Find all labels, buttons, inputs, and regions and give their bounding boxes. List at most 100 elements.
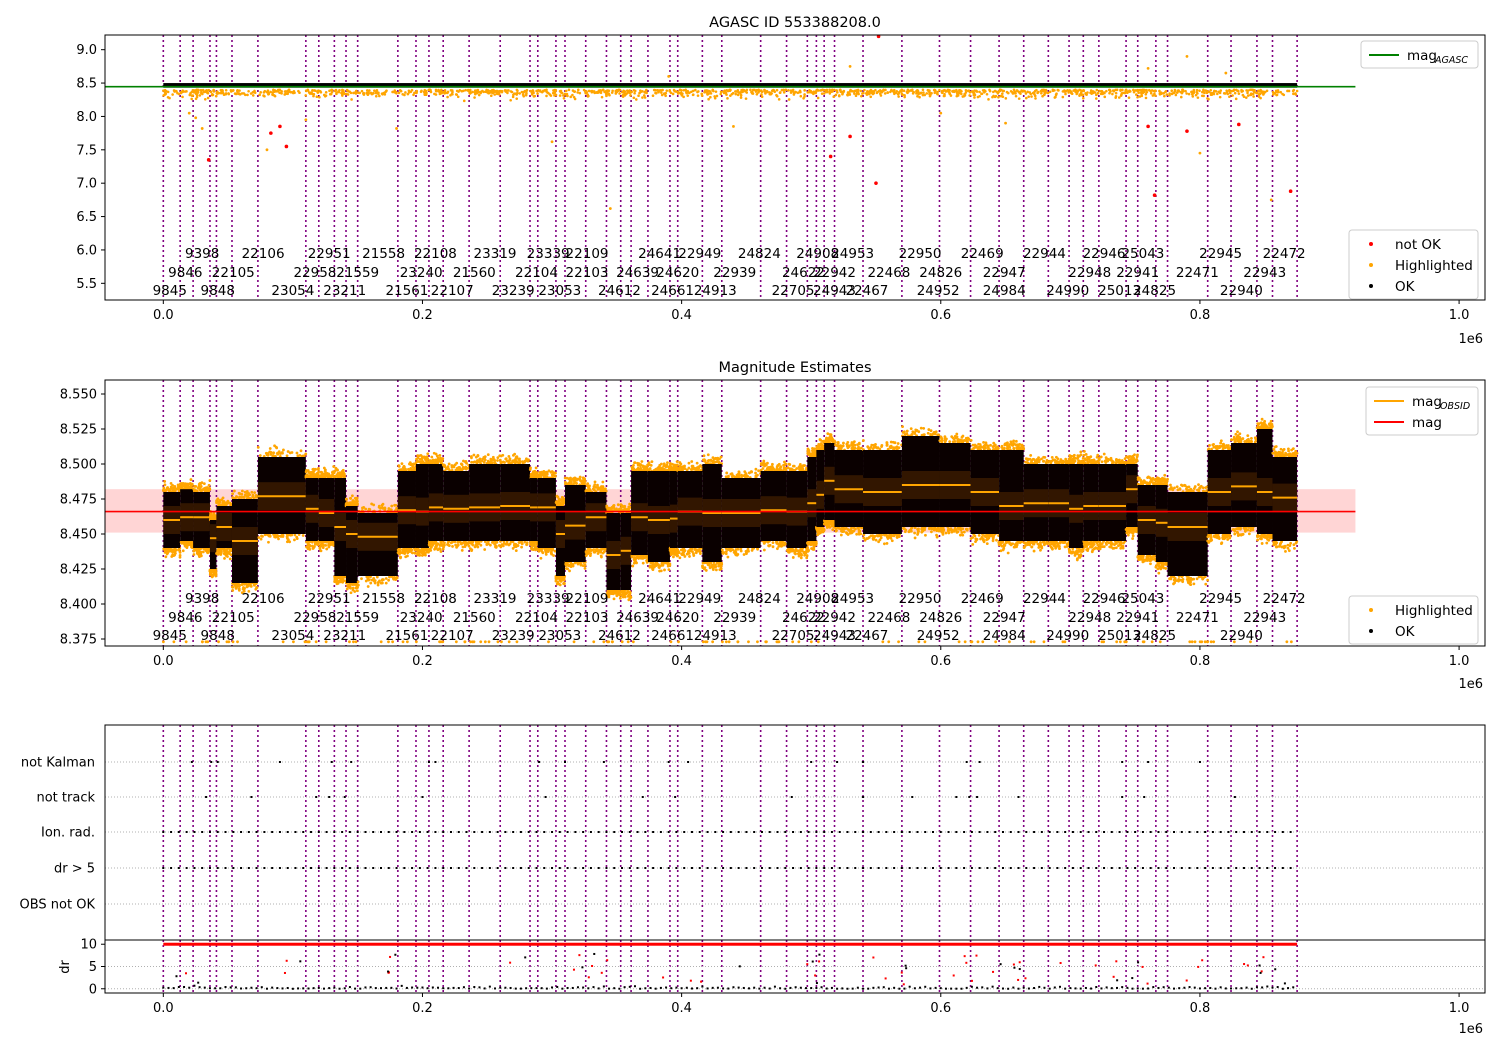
panel1-obsid-label: 23240 (400, 265, 443, 281)
highlighted-point (757, 469, 760, 473)
highlighted-point (259, 537, 263, 541)
highlighted-point (498, 90, 501, 94)
highlighted-point (997, 90, 1000, 94)
highlighted-point (576, 91, 579, 94)
highlighted-point (450, 89, 454, 92)
highlighted-point (201, 88, 205, 92)
highlighted-point (657, 563, 660, 567)
highlighted-point (782, 91, 786, 94)
highlighted-point (409, 463, 413, 466)
highlighted-point (228, 549, 232, 552)
highlighted-point (813, 542, 817, 546)
not-ok-point (269, 131, 273, 135)
highlighted-point (624, 591, 628, 595)
highlighted-point (794, 547, 798, 551)
highlighted-point (822, 88, 826, 92)
highlighted-point (691, 464, 695, 468)
highlighted-point (178, 554, 182, 557)
highlighted-point (612, 597, 616, 601)
highlighted-point (817, 89, 820, 92)
highlighted-point (715, 94, 719, 98)
highlighted-point (171, 484, 174, 487)
highlighted-point (1028, 91, 1032, 94)
highlighted-point (878, 89, 882, 92)
highlighted-point (324, 91, 328, 94)
highlighted-point (163, 480, 167, 483)
highlighted-point (267, 91, 270, 95)
highlighted-point (651, 94, 655, 98)
highlighted-point (306, 543, 310, 547)
highlighted-point (739, 93, 743, 97)
highlighted-point (1013, 92, 1017, 95)
highlighted-point (792, 93, 796, 96)
highlighted-point (240, 495, 244, 499)
y-tick-label: 7.5 (76, 143, 97, 158)
highlighted-point (917, 92, 920, 96)
highlighted-point (778, 91, 782, 94)
highlighted-point (295, 537, 299, 541)
highlighted-point (1181, 88, 1184, 92)
highlighted-point (176, 485, 180, 489)
highlighted-point (202, 482, 206, 486)
legend-box (1360, 40, 1479, 69)
highlighted-point (742, 553, 746, 556)
highlighted-point (654, 88, 657, 92)
highlighted-point (469, 455, 473, 458)
highlighted-point (822, 92, 826, 95)
highlighted-point (1096, 91, 1100, 95)
highlighted-point (531, 89, 535, 92)
highlighted-point (362, 91, 366, 95)
highlighted-point (1040, 91, 1043, 95)
highlighted-point (1126, 91, 1129, 95)
panel1-obsid-label: 22946 (1083, 246, 1126, 262)
highlighted-point (200, 481, 204, 485)
highlighted-point (852, 90, 856, 93)
highlighted-point (596, 488, 600, 491)
highlighted-point (597, 91, 600, 94)
highlighted-point (629, 94, 632, 97)
highlighted-point (223, 556, 226, 560)
highlighted-point (645, 88, 648, 92)
highlighted-point (726, 97, 729, 100)
highlighted-point (432, 461, 435, 464)
highlighted-point (179, 90, 183, 94)
highlighted-point (460, 89, 464, 93)
highlighted-point (713, 95, 716, 98)
highlighted-point (191, 94, 195, 97)
highlighted-point (351, 586, 355, 590)
highlighted-point (660, 462, 663, 466)
highlighted-point (949, 94, 953, 97)
highlighted-point (433, 92, 436, 96)
highlighted-point (558, 583, 562, 587)
highlighted-point (829, 435, 833, 439)
highlighted-point (600, 95, 604, 99)
highlighted-point (602, 550, 606, 554)
highlighted-point (964, 89, 968, 92)
highlighted-point (455, 545, 459, 549)
highlighted-point (384, 581, 388, 585)
highlighted-point (976, 95, 980, 99)
highlighted-point (468, 88, 472, 92)
highlighted-point (514, 549, 518, 553)
highlighted-point (1207, 90, 1211, 94)
highlighted-point (714, 456, 718, 460)
highlighted-point (427, 549, 431, 553)
highlighted-point (695, 461, 699, 465)
highlighted-point (601, 88, 605, 92)
highlighted-point (420, 554, 424, 557)
highlighted-point (500, 90, 504, 94)
highlighted-point (189, 478, 193, 481)
highlighted-point (825, 90, 829, 94)
highlighted-point (207, 487, 211, 491)
highlighted-point (734, 92, 738, 96)
highlighted-point (368, 578, 371, 582)
highlighted-point (1194, 93, 1198, 97)
highlighted-point (573, 90, 577, 93)
panel-agasc: AGASC ID 553388208.0 9398 22106 22951 21558… (76, 15, 1486, 347)
highlighted-point (222, 500, 226, 503)
highlighted-point (446, 541, 450, 544)
highlighted-point (418, 457, 422, 461)
highlighted-point (211, 93, 215, 97)
highlighted-point (732, 125, 735, 128)
highlighted-point (269, 90, 272, 94)
